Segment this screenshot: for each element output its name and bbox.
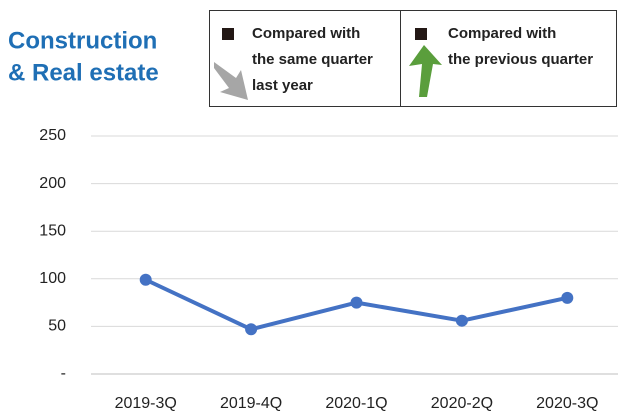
y-tick-label: 250: [39, 127, 66, 144]
y-tick-label: 50: [48, 318, 66, 335]
data-point: [561, 291, 574, 304]
legend-square: [415, 28, 427, 40]
data-point: [455, 314, 468, 327]
y-tick-label: 100: [39, 270, 66, 287]
y-tick-label: 150: [39, 222, 66, 239]
up-arrow-icon: [409, 45, 442, 97]
y-tick-label: -: [61, 365, 66, 382]
legend-text: the same quarter: [252, 51, 373, 68]
chart-title: Construction: [8, 27, 157, 54]
legend-box: [209, 10, 617, 107]
chart-title: & Real estate: [8, 59, 159, 86]
x-tick-label: 2020-2Q: [431, 395, 493, 412]
y-tick-label: 200: [39, 175, 66, 192]
legend-text: Compared with: [252, 25, 360, 42]
data-point: [350, 296, 363, 309]
legend-text: Compared with: [448, 25, 556, 42]
legend-square: [222, 28, 234, 40]
legend-text: the previous quarter: [448, 51, 593, 68]
x-tick-label: 2019-3Q: [115, 395, 177, 412]
x-tick-label: 2020-1Q: [325, 395, 387, 412]
data-point: [139, 273, 152, 286]
data-point: [245, 323, 258, 336]
x-tick-label: 2020-3Q: [536, 395, 598, 412]
down-arrow-icon: [214, 62, 248, 100]
legend-text: last year: [252, 77, 313, 94]
x-tick-label: 2019-4Q: [220, 395, 282, 412]
